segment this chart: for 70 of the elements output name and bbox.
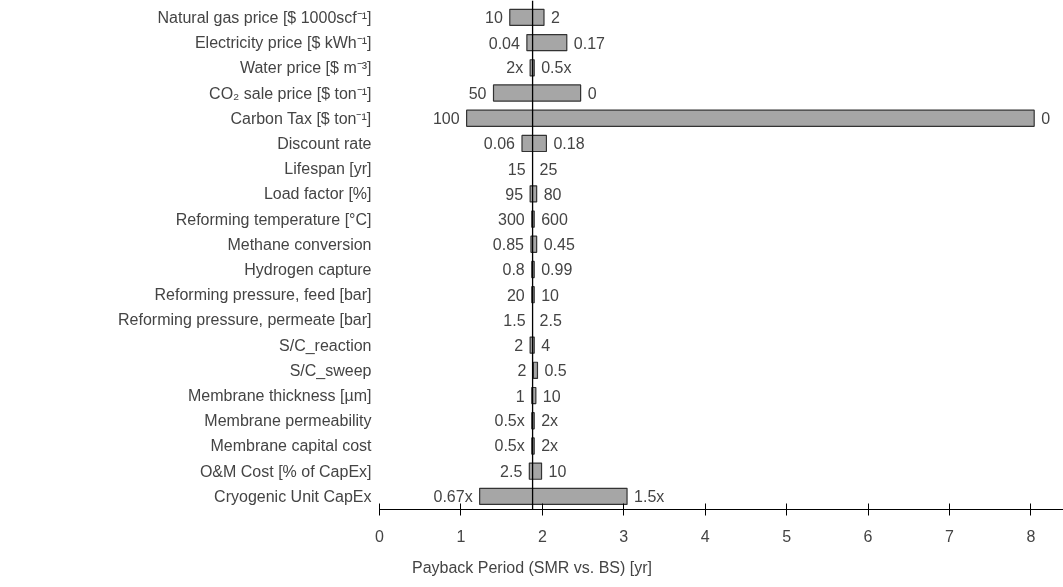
annotation: 0.06: [483, 135, 516, 153]
annotation: 300: [498, 211, 525, 229]
annotation: 1.5x: [634, 487, 665, 505]
y-tick-label: Electricity price [$ kWh⁻¹]: [194, 34, 372, 52]
annotation: 0.04: [488, 34, 520, 52]
y-tick-label: Hydrogen capture: [244, 261, 372, 278]
y-tick-label: S/C_sweep: [289, 361, 372, 380]
y-tick-label: Water price [$ m⁻³]: [239, 59, 372, 77]
y-tick-label: Membrane capital cost: [210, 437, 373, 455]
annotation: 0.5x: [494, 412, 525, 430]
annotation: 0.5x: [541, 59, 572, 77]
y-tick-label: Methane conversion: [227, 235, 372, 253]
annotation: 0: [587, 85, 597, 103]
y-tick-label: S/C_reaction: [279, 336, 372, 355]
y-tick-label: Reforming pressure, permeate [bar]: [118, 311, 372, 329]
annotation: 0.5x: [494, 437, 525, 455]
annotation: 0: [1041, 110, 1051, 128]
annotation: 10: [542, 387, 561, 405]
annotation: 2: [517, 362, 527, 380]
annotation: 0.99: [541, 261, 573, 279]
y-tick-label: CO₂ sale price [$ ton⁻¹]: [209, 84, 372, 102]
annotation: 50: [468, 85, 487, 103]
annotation: 80: [543, 185, 562, 203]
annotation: 100: [432, 110, 460, 128]
y-tick-label: Reforming temperature [°C]: [175, 210, 372, 228]
annotation: 2.5: [500, 463, 523, 481]
y-tick-label: O&M Cost [% of CapEx]: [199, 462, 372, 480]
y-tick-label: Load factor [%]: [263, 185, 372, 203]
x-tick-label: 7: [945, 527, 955, 545]
x-tick-label: 3: [619, 527, 629, 545]
x-tick-label: 1: [456, 527, 466, 545]
annotation: 0.18: [553, 135, 585, 153]
y-tick-label: Carbon Tax [$ ton⁻¹]: [230, 109, 372, 127]
y-tick-label: Lifespan [yr]: [284, 160, 372, 178]
x-axis-title: Payback Period (SMR vs. BS) [yr]: [411, 558, 653, 576]
annotation: 10: [541, 286, 560, 304]
y-tick-label: Cryogenic Unit CapEx: [214, 487, 372, 505]
annotation: 10: [484, 9, 503, 27]
annotation: 2x: [506, 59, 524, 77]
x-tick-label: 4: [700, 527, 710, 545]
annotation: 2: [550, 9, 560, 27]
y-tick-label: Discount rate: [277, 134, 372, 152]
annotation: 4: [541, 337, 551, 355]
x-tick-label: 8: [1026, 527, 1036, 545]
y-tick-label: Reforming pressure, feed [bar]: [154, 286, 372, 304]
annotation: 0.8: [502, 261, 525, 279]
annotation: 95: [505, 185, 524, 203]
y-tick-label: Natural gas price [$ 1000scf⁻¹]: [157, 8, 372, 26]
annotation: 20: [506, 286, 525, 304]
annotation: 0.85: [492, 236, 525, 254]
x-tick-label: 6: [863, 527, 873, 545]
annotation: 10: [548, 463, 567, 481]
annotation: 600: [541, 211, 569, 229]
annotation: 0.67x: [433, 487, 473, 505]
annotation: 0.17: [573, 34, 606, 52]
annotation: 2x: [541, 412, 559, 430]
annotation: 1.5: [503, 311, 526, 329]
annotation: 2.5: [539, 311, 562, 329]
annotation: 0.45: [543, 236, 575, 254]
annotation: 2: [514, 337, 524, 355]
annotation: 0.5: [544, 362, 567, 380]
annotation: 2x: [541, 437, 559, 455]
y-tick-label: Membrane permeability: [204, 412, 372, 430]
annotation: 1: [515, 387, 525, 405]
x-tick-label: 5: [782, 527, 792, 545]
y-tick-label: Membrane thickness [µm]: [188, 387, 372, 405]
annotation: 25: [539, 160, 558, 178]
x-tick-label: 0: [375, 527, 385, 545]
x-tick-label: 2: [537, 527, 547, 545]
annotation: 15: [507, 160, 526, 178]
